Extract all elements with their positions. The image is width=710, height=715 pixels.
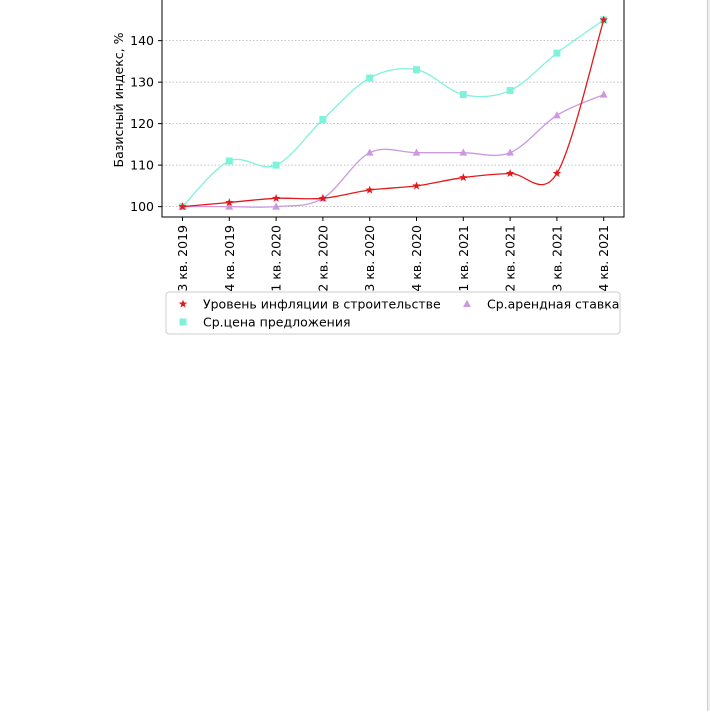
data-point: [553, 49, 561, 57]
page-edge-line: [707, 0, 708, 711]
series-1: [178, 90, 608, 210]
x-tick-label: 1 кв. 2021: [456, 225, 471, 292]
legend-item: Ср.цена предложения: [179, 315, 351, 330]
data-point: [272, 161, 280, 169]
plot-area-frame: [161, 0, 625, 218]
data-point: [459, 91, 467, 99]
data-point: [365, 148, 374, 156]
legend-marker: [463, 299, 471, 307]
data-point: [271, 193, 281, 202]
data-point: [459, 173, 468, 182]
data-point: [413, 66, 420, 74]
data-point: [599, 15, 608, 24]
data-point: [552, 169, 562, 177]
data-point: [505, 169, 515, 177]
x-tick-label: 4 кв. 2019: [222, 225, 237, 292]
data-point: [178, 202, 187, 211]
data-point: [225, 157, 233, 165]
x-tick-label: 2 кв. 2020: [315, 225, 330, 292]
legend: Уровень инфляции в строительстве Ср.аренд…: [165, 291, 621, 335]
legend-marker: [178, 299, 188, 308]
series-line: [182, 19, 605, 208]
legend-item: Уровень инфляции в строительстве: [178, 297, 441, 312]
data-point: [272, 202, 280, 210]
page-edge-shadow: [708, 0, 710, 711]
data-point: [318, 193, 328, 202]
legend-item: Ср.арендная ставка: [463, 297, 619, 312]
legend-label: Ср.цена предложения: [203, 315, 351, 330]
x-tick-label: 3 кв. 2020: [362, 225, 377, 292]
x-tick-label: 4 кв. 2021: [596, 225, 611, 292]
y-axis: 100 110 120 130 140: [130, 33, 162, 214]
data-point: [225, 198, 234, 207]
x-tick-label: 3 кв. 2019: [175, 225, 190, 292]
legend-label: Ср.арендная ставка: [487, 297, 619, 312]
x-tick-label: 4 кв. 2020: [409, 225, 424, 292]
x-tick-label: 1 кв. 2020: [269, 225, 284, 292]
legend-marker: [179, 318, 187, 326]
y-tick-label: 120: [130, 116, 154, 131]
series-0: [178, 15, 608, 211]
data-point: [412, 181, 421, 190]
data-point: [365, 185, 374, 194]
series-layer: [178, 15, 608, 211]
legend-label: Уровень инфляции в строительстве: [203, 297, 441, 312]
data-point: [459, 148, 468, 156]
y-axis-label: Базисный индекс, %: [111, 32, 126, 167]
y-tick-label: 110: [130, 158, 154, 173]
data-point: [599, 90, 608, 98]
series-2: [179, 16, 608, 211]
data-point: [412, 148, 421, 156]
x-tick-label: 2 кв. 2021: [503, 225, 518, 292]
legend-frame: [165, 291, 621, 335]
data-point: [225, 202, 234, 210]
data-point: [506, 86, 514, 94]
grid-lines: [162, 40, 624, 208]
y-tick-label: 130: [130, 75, 154, 90]
series-line: [182, 93, 604, 208]
y-tick-label: 100: [130, 199, 154, 214]
data-point: [366, 74, 374, 82]
x-tick-label: 3 кв. 2021: [549, 225, 564, 292]
x-axis: 3 кв. 2019 4 кв. 2019 1 кв. 2020 2 кв. 2020…: [175, 217, 611, 292]
data-point: [553, 111, 561, 119]
data-point: [506, 148, 514, 156]
y-tick-label: 140: [130, 33, 154, 48]
data-point: [319, 115, 327, 123]
series-line: [182, 19, 605, 208]
